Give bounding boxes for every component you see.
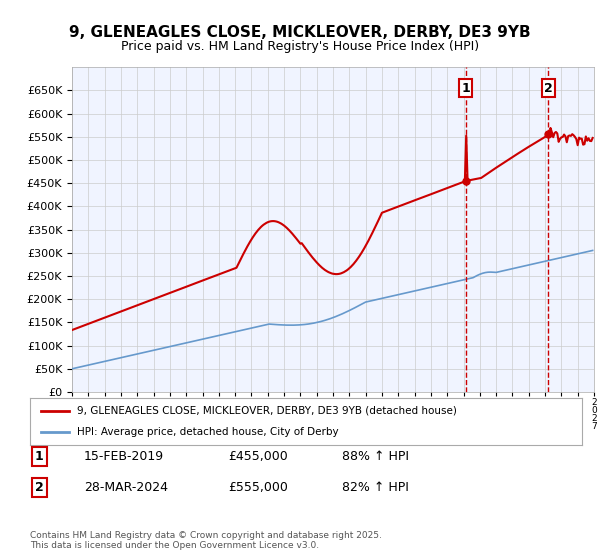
Text: Contains HM Land Registry data © Crown copyright and database right 2025.
This d: Contains HM Land Registry data © Crown c… bbox=[30, 530, 382, 550]
Text: £555,000: £555,000 bbox=[228, 480, 288, 494]
Text: £455,000: £455,000 bbox=[228, 450, 288, 463]
Text: 28-MAR-2024: 28-MAR-2024 bbox=[84, 480, 168, 494]
Text: 1: 1 bbox=[461, 82, 470, 95]
Text: 15-FEB-2019: 15-FEB-2019 bbox=[84, 450, 164, 463]
Text: 2: 2 bbox=[544, 82, 553, 95]
Text: 88% ↑ HPI: 88% ↑ HPI bbox=[342, 450, 409, 463]
Text: 82% ↑ HPI: 82% ↑ HPI bbox=[342, 480, 409, 494]
Text: 2: 2 bbox=[35, 480, 43, 494]
Text: Price paid vs. HM Land Registry's House Price Index (HPI): Price paid vs. HM Land Registry's House … bbox=[121, 40, 479, 53]
Text: 9, GLENEAGLES CLOSE, MICKLEOVER, DERBY, DE3 9YB: 9, GLENEAGLES CLOSE, MICKLEOVER, DERBY, … bbox=[69, 25, 531, 40]
Text: HPI: Average price, detached house, City of Derby: HPI: Average price, detached house, City… bbox=[77, 427, 338, 437]
Text: 1: 1 bbox=[35, 450, 43, 463]
Text: 9, GLENEAGLES CLOSE, MICKLEOVER, DERBY, DE3 9YB (detached house): 9, GLENEAGLES CLOSE, MICKLEOVER, DERBY, … bbox=[77, 406, 457, 416]
